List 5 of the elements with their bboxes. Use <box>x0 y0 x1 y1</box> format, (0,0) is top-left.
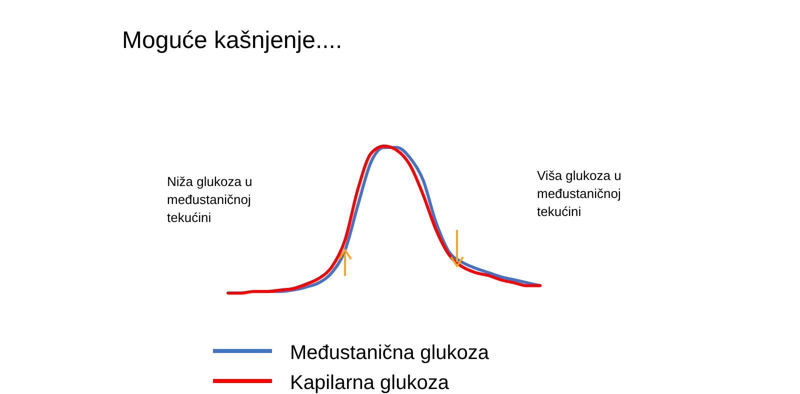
legend-label: Međustanična glukoza <box>290 342 490 364</box>
legend-label: Kapilarna glukoza <box>290 372 450 394</box>
annotation: Niža glukoza u međustaničnoj tekućini <box>167 174 252 225</box>
chart-title: Moguće kašnjenje.... <box>122 27 342 54</box>
annotation: Viša glukoza u međustaničnoj tekućini <box>537 168 622 219</box>
